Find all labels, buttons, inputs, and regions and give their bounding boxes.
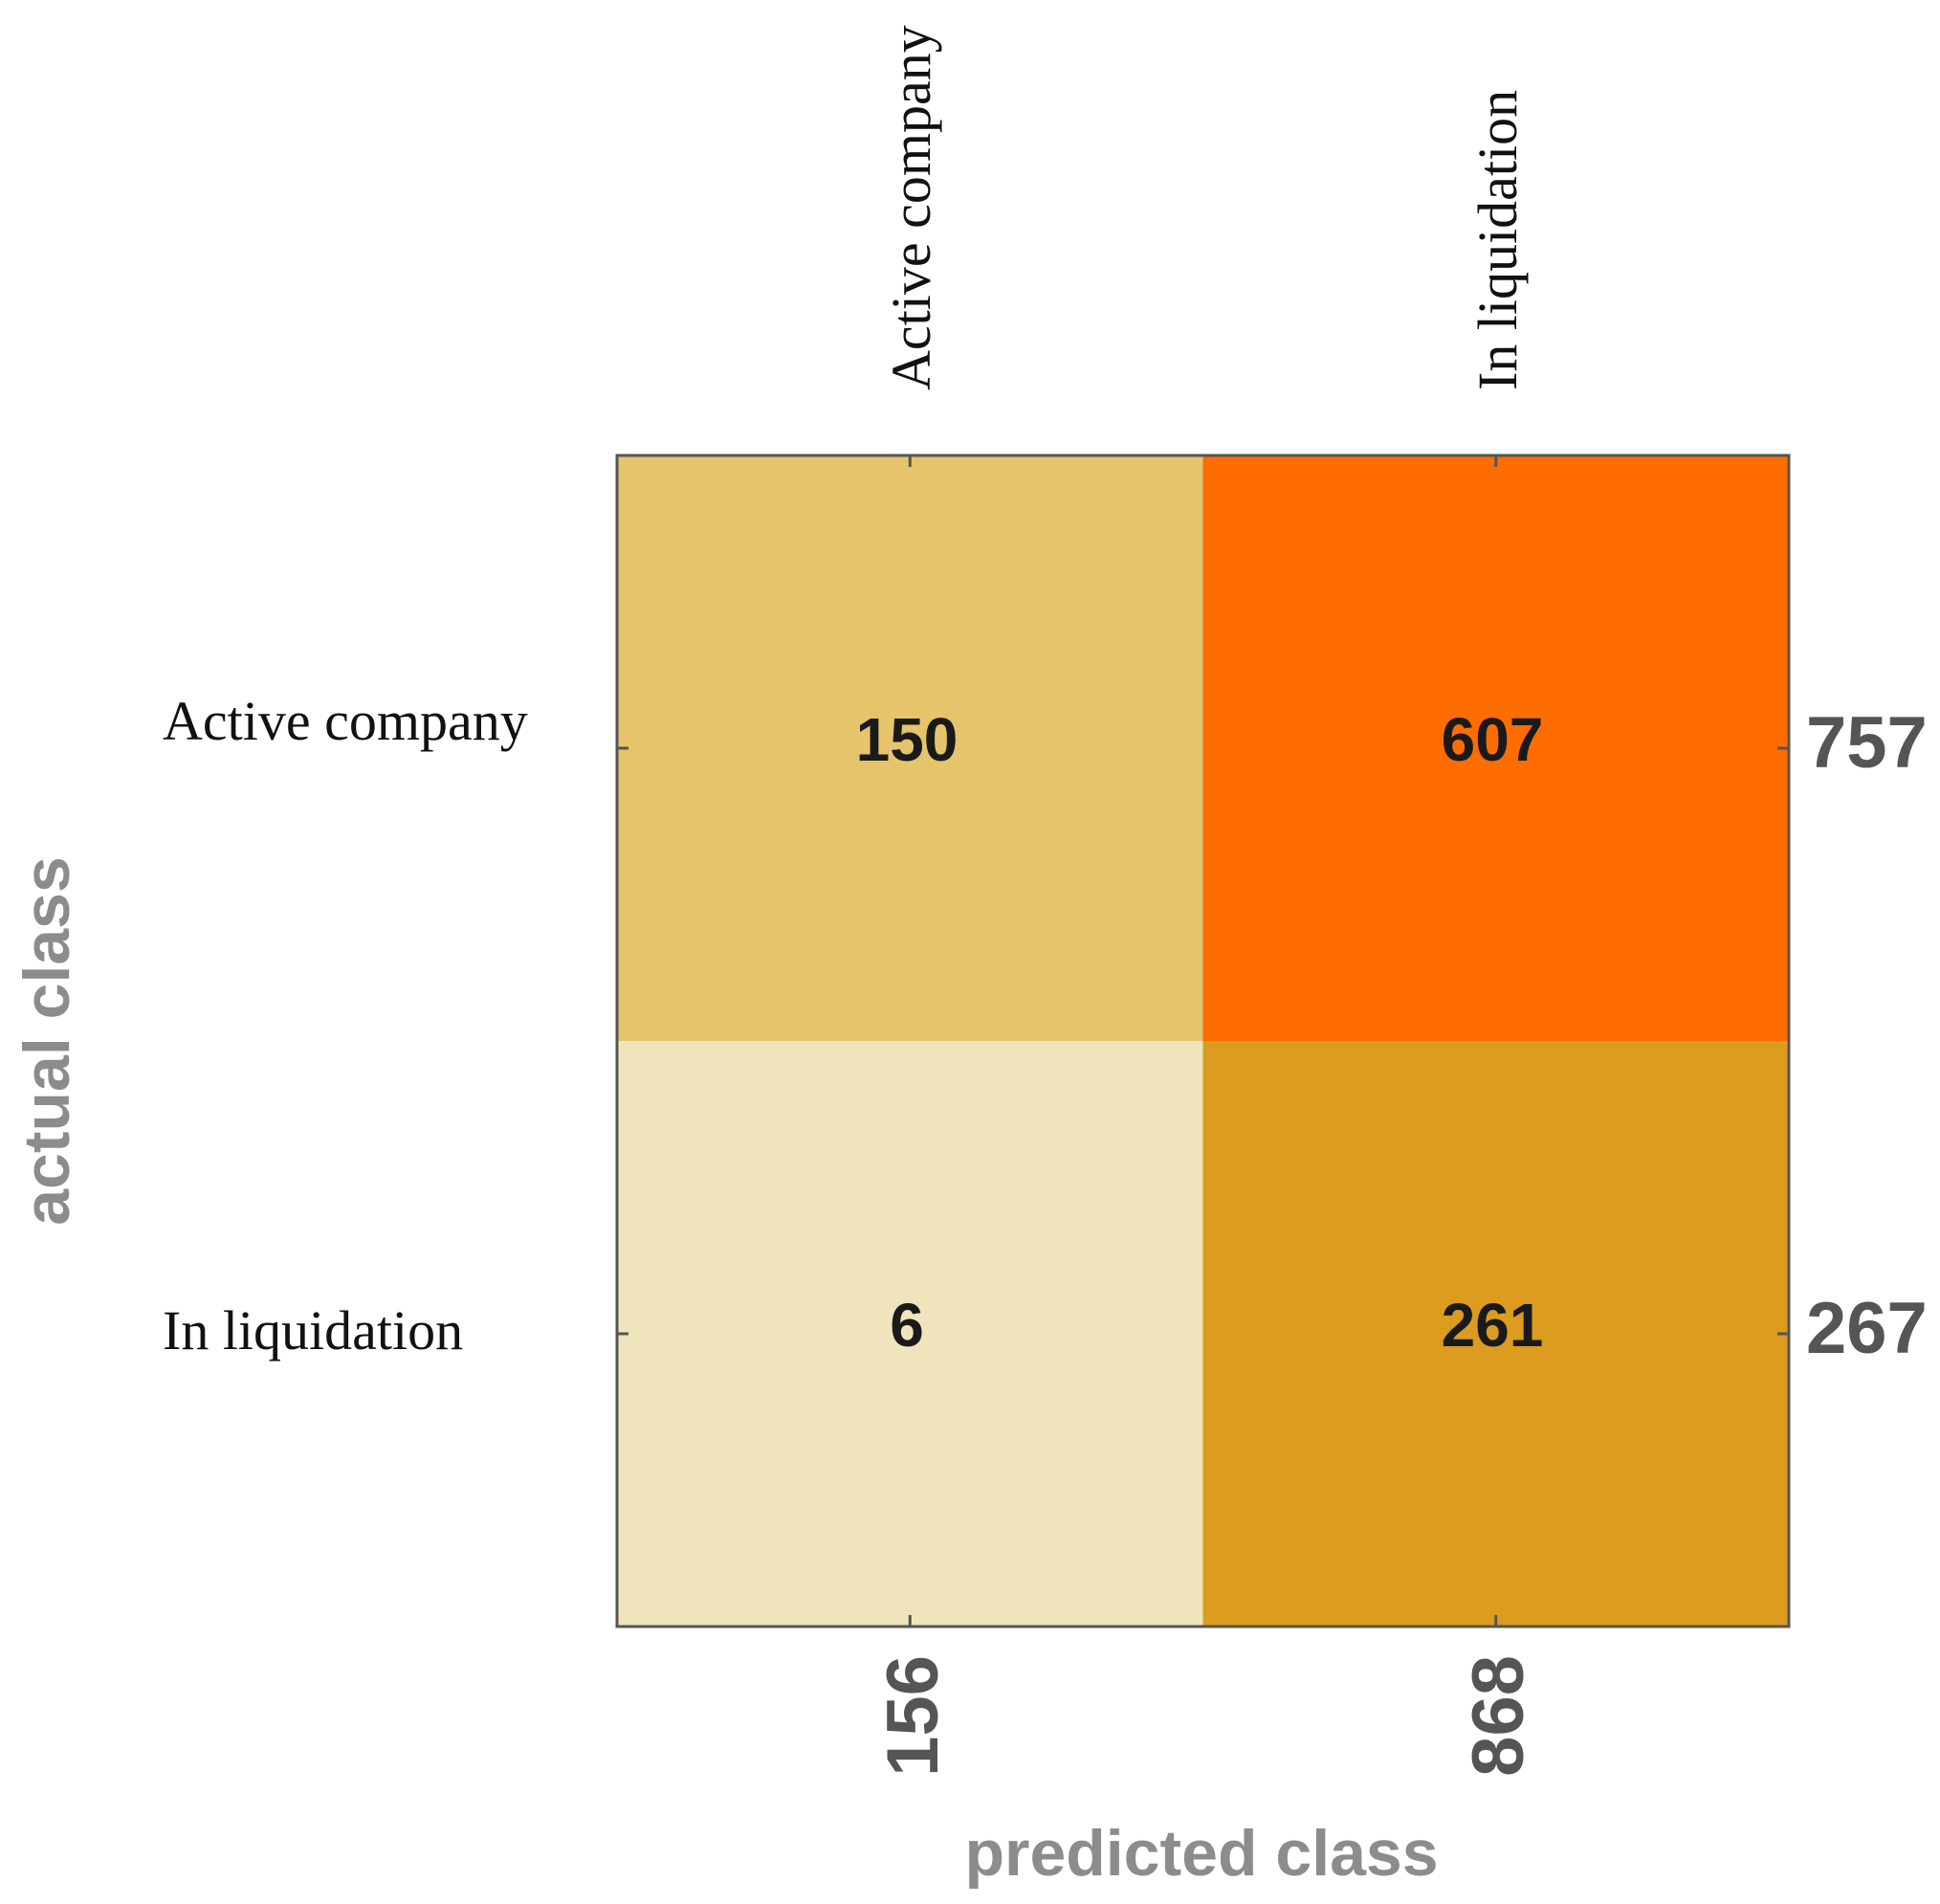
row-label-in-liquidation: In liquidation [163, 1299, 463, 1362]
cell-value-active-active: 150 [856, 705, 959, 774]
y-axis-title: actual class [11, 856, 83, 1226]
cell-value-liquidation-active: 6 [890, 1291, 924, 1360]
row-label-active-company: Active company [163, 690, 528, 752]
column-total-active-company: 156 [872, 1655, 954, 1777]
tick-marks [617, 455, 1789, 1627]
heatmap-cell-1-1 [1202, 1041, 1789, 1627]
row-total-active-company: 757 [1806, 702, 1928, 784]
column-total-in-liquidation: 868 [1458, 1655, 1539, 1777]
row-total-in-liquidation: 267 [1806, 1288, 1928, 1369]
x-axis-title: predicted class [964, 1817, 1438, 1890]
cell-value-liquidation-liquidation: 261 [1442, 1291, 1544, 1360]
heatmap-cell-0-0 [617, 455, 1203, 1041]
column-label-active-company: Active company [880, 25, 942, 390]
heatmap-cell-0-1 [1202, 455, 1789, 1041]
cell-value-active-liquidation: 607 [1442, 705, 1544, 774]
heatmap-cells [617, 455, 1789, 1627]
plot-frame [615, 454, 1791, 1628]
column-label-in-liquidation: In liquidation [1466, 90, 1529, 390]
heatmap-cell-1-0 [617, 1041, 1203, 1627]
